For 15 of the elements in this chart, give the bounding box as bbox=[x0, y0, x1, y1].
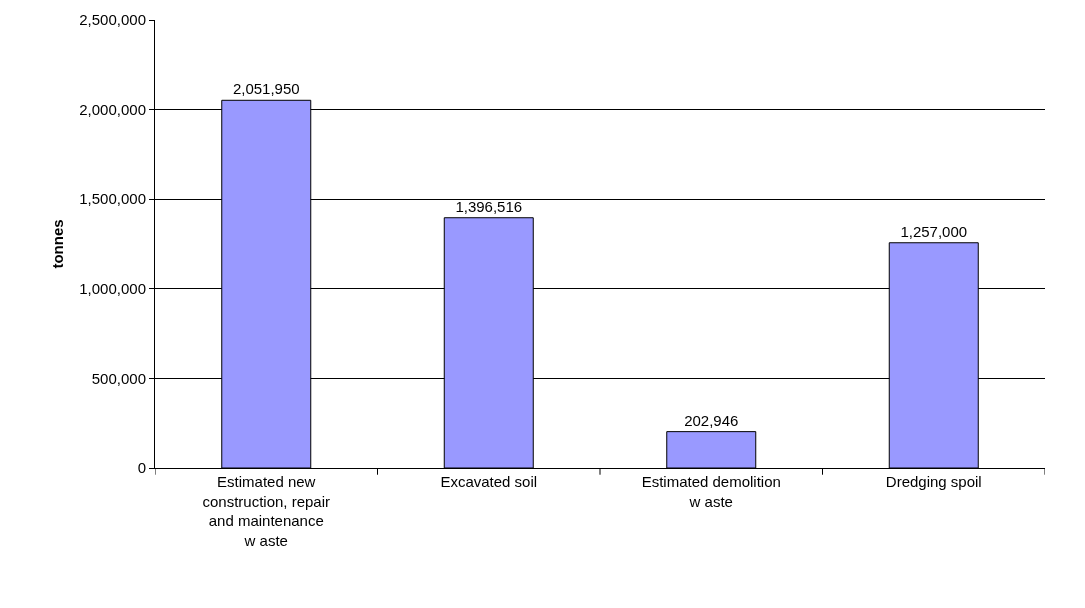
y-tick-label: 2,500,000 bbox=[79, 11, 146, 29]
x-tick-label: Dredging spoil bbox=[885, 473, 982, 490]
y-tick-label: 500,000 bbox=[91, 369, 146, 387]
y-tick-label: 2,000,000 bbox=[79, 100, 146, 118]
y-tick-label: 1,000,000 bbox=[79, 280, 146, 298]
y-axis-title: tonnes bbox=[48, 219, 66, 269]
data-label: 202,946 bbox=[684, 411, 739, 429]
x-tick-label: Estimated new construction, repair and maintenance w aste bbox=[202, 473, 331, 549]
data-label: 2,051,950 bbox=[232, 80, 300, 98]
y-tick-label: 1,500,000 bbox=[79, 190, 146, 208]
x-tick-label: Estimated demolition w aste bbox=[641, 473, 781, 510]
data-label: 1,257,000 bbox=[900, 222, 968, 240]
y-tick-label: 0 bbox=[137, 459, 146, 477]
x-tick-label: Excavated soil bbox=[440, 473, 538, 490]
data-label: 1,396,516 bbox=[455, 197, 523, 215]
